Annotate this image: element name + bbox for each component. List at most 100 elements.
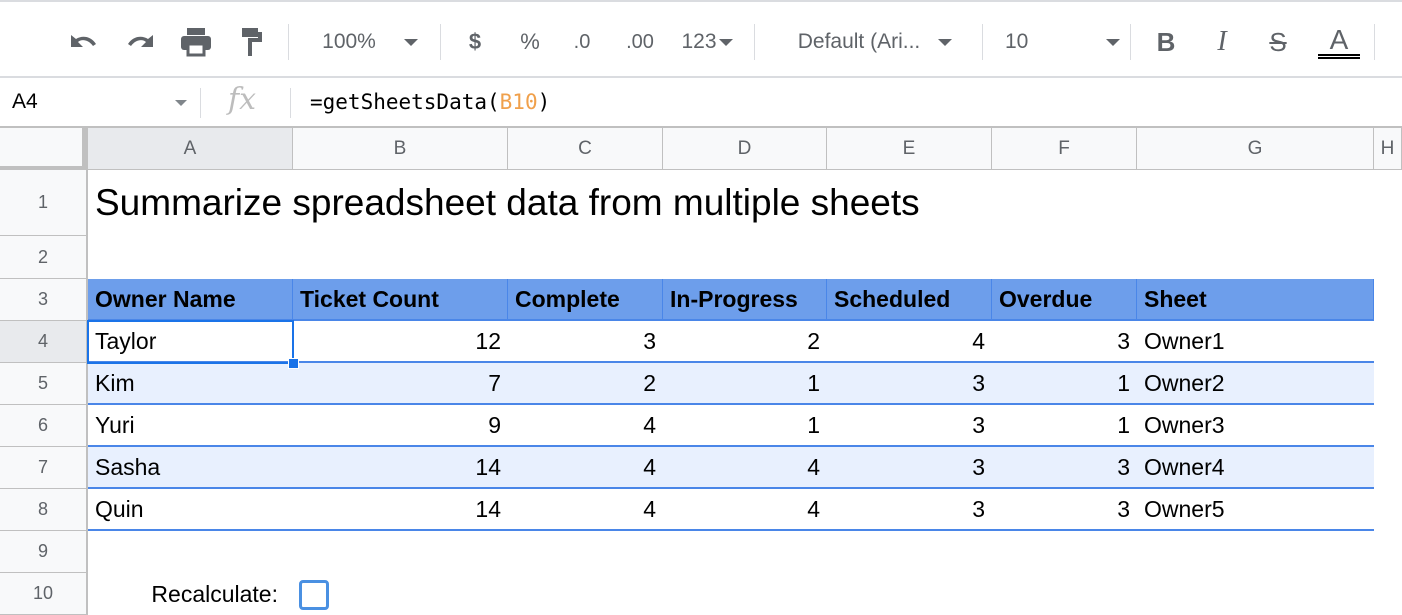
more-formats-label: 123 — [681, 30, 717, 53]
column-header-a[interactable]: A — [88, 128, 293, 170]
column-header-d[interactable]: D — [663, 128, 827, 170]
header-cell[interactable]: Scheduled — [827, 279, 992, 321]
table-cell[interactable]: 2 — [663, 321, 827, 363]
table-cell[interactable]: 4 — [663, 447, 827, 489]
fx-icon: fx — [228, 82, 257, 117]
formula-text: ) — [537, 90, 551, 114]
text-color-button[interactable]: A — [1318, 24, 1360, 60]
table-cell[interactable]: 4 — [508, 405, 663, 447]
formula-reference: B10 — [499, 90, 538, 114]
table-cell[interactable]: 1 — [992, 363, 1137, 405]
table-cell[interactable]: Owner1 — [1137, 321, 1374, 363]
table-cell[interactable]: Sasha — [88, 447, 293, 489]
recalculate-label: Recalculate: — [151, 580, 278, 607]
table-cell[interactable]: 4 — [508, 447, 663, 489]
font-size-select[interactable]: 10 — [1005, 24, 1120, 60]
table-cell[interactable]: Yuri — [88, 405, 293, 447]
font-size-value: 10 — [1005, 30, 1029, 53]
chevron-down-icon — [1106, 38, 1120, 46]
print-button[interactable] — [176, 24, 216, 60]
formula-input[interactable]: =getSheetsData(B10) — [310, 90, 550, 114]
row-header-6[interactable]: 6 — [0, 405, 88, 447]
table-cell[interactable]: Owner4 — [1137, 447, 1374, 489]
text-color-bar — [1318, 53, 1360, 59]
zoom-select[interactable]: 100% — [310, 24, 430, 60]
strikethrough-button[interactable]: S — [1269, 26, 1287, 57]
table-cell[interactable]: 3 — [992, 489, 1137, 531]
row-header-7[interactable]: 7 — [0, 447, 88, 489]
redo-button[interactable] — [120, 24, 160, 60]
column-header-g[interactable]: G — [1137, 128, 1374, 170]
table-cell[interactable]: Kim — [88, 363, 293, 405]
percent-button[interactable]: % — [520, 29, 540, 54]
row-header-5[interactable]: 5 — [0, 363, 88, 405]
print-icon — [181, 28, 211, 57]
row-header-3[interactable]: 3 — [0, 279, 88, 321]
undo-button[interactable] — [64, 24, 104, 60]
table-cell[interactable]: 4 — [663, 489, 827, 531]
table-cell[interactable]: 1 — [663, 405, 827, 447]
table-cell[interactable]: 7 — [293, 363, 508, 405]
bold-button[interactable]: B — [1156, 26, 1176, 57]
table-cell[interactable]: Owner5 — [1137, 489, 1374, 531]
table-cell[interactable]: Quin — [88, 489, 293, 531]
table-cell[interactable]: 14 — [293, 447, 508, 489]
table-cell[interactable]: Taylor — [88, 321, 293, 363]
row-header-8[interactable]: 8 — [0, 489, 88, 531]
table-cell[interactable]: 3 — [827, 363, 992, 405]
header-cell[interactable]: Ticket Count — [293, 279, 508, 321]
font-value: Default (Ari... — [797, 30, 921, 53]
table-cell[interactable]: 3 — [508, 321, 663, 363]
table-cell[interactable]: 4 — [508, 489, 663, 531]
column-header-b[interactable]: B — [293, 128, 508, 170]
decrease-decimal-button[interactable]: .0 — [562, 24, 602, 60]
table-cell[interactable]: 3 — [827, 405, 992, 447]
chevron-down-icon[interactable] — [175, 100, 187, 106]
table-cell[interactable]: Owner2 — [1137, 363, 1374, 405]
spreadsheet-grid[interactable]: A B C D E F G H 1 2 3 4 5 6 7 8 9 10 Summarize spreadsheet… — [0, 128, 1402, 615]
column-header-c[interactable]: C — [508, 128, 663, 170]
recalculate-checkbox[interactable] — [299, 580, 329, 610]
fill-handle[interactable] — [288, 358, 299, 369]
chevron-down-icon — [718, 38, 733, 46]
increase-decimal-button[interactable]: .00 — [615, 24, 665, 60]
column-header-h[interactable]: H — [1374, 128, 1402, 170]
column-header-f[interactable]: F — [992, 128, 1137, 170]
table-cell[interactable]: 3 — [992, 321, 1137, 363]
table-cell[interactable]: 3 — [827, 447, 992, 489]
row-header-2[interactable]: 2 — [0, 236, 88, 279]
sheet-title: Summarize spreadsheet data from multiple… — [95, 182, 920, 223]
italic-button[interactable]: I — [1217, 26, 1227, 57]
increase-decimal-label: .00 — [626, 30, 654, 53]
currency-button[interactable]: $ — [468, 29, 482, 54]
paint-format-button[interactable] — [232, 24, 272, 60]
table-cell[interactable]: 2 — [508, 363, 663, 405]
row-header-9[interactable]: 9 — [0, 531, 88, 573]
paint-format-icon — [242, 28, 262, 56]
table-cell[interactable]: 9 — [293, 405, 508, 447]
table-cell[interactable]: Owner3 — [1137, 405, 1374, 447]
table-cell[interactable]: 14 — [293, 489, 508, 531]
table-cell[interactable]: 1 — [992, 405, 1137, 447]
header-cell[interactable]: Complete — [508, 279, 663, 321]
table-cell[interactable]: 1 — [663, 363, 827, 405]
header-cell[interactable]: Overdue — [992, 279, 1137, 321]
table-cell[interactable]: 12 — [293, 321, 508, 363]
row-header-10[interactable]: 10 — [0, 573, 88, 615]
name-box[interactable]: A4 — [12, 90, 38, 113]
column-header-e[interactable]: E — [827, 128, 992, 170]
header-cell[interactable]: Sheet — [1137, 279, 1374, 321]
undo-icon — [71, 35, 96, 47]
row-header-4[interactable]: 4 — [0, 321, 88, 363]
table-cell[interactable]: 3 — [827, 489, 992, 531]
header-cell[interactable]: In-Progress — [663, 279, 827, 321]
corner-cell[interactable] — [0, 128, 88, 170]
zoom-value: 100% — [322, 30, 376, 53]
table-cell[interactable]: 4 — [827, 321, 992, 363]
header-cell[interactable]: Owner Name — [88, 279, 293, 321]
more-formats-button[interactable]: 123 — [674, 24, 740, 60]
decrease-decimal-label: .0 — [573, 30, 591, 53]
font-select[interactable]: Default (Ari... — [780, 24, 970, 60]
row-header-1[interactable]: 1 — [0, 170, 88, 236]
table-cell[interactable]: 3 — [992, 447, 1137, 489]
